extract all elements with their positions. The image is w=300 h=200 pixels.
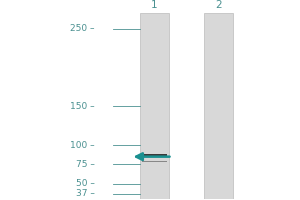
Text: 50 –: 50 – <box>76 179 95 188</box>
Text: 100 –: 100 – <box>70 141 95 150</box>
Bar <box>140 13 169 199</box>
Bar <box>205 13 233 199</box>
Text: 37 –: 37 – <box>76 189 95 198</box>
Text: 150 –: 150 – <box>70 102 95 111</box>
Text: 2: 2 <box>215 0 222 10</box>
Text: 250 –: 250 – <box>70 24 95 33</box>
Bar <box>142 154 167 156</box>
Text: 75 –: 75 – <box>76 160 95 169</box>
Bar <box>142 161 167 162</box>
Text: 1: 1 <box>151 0 158 10</box>
